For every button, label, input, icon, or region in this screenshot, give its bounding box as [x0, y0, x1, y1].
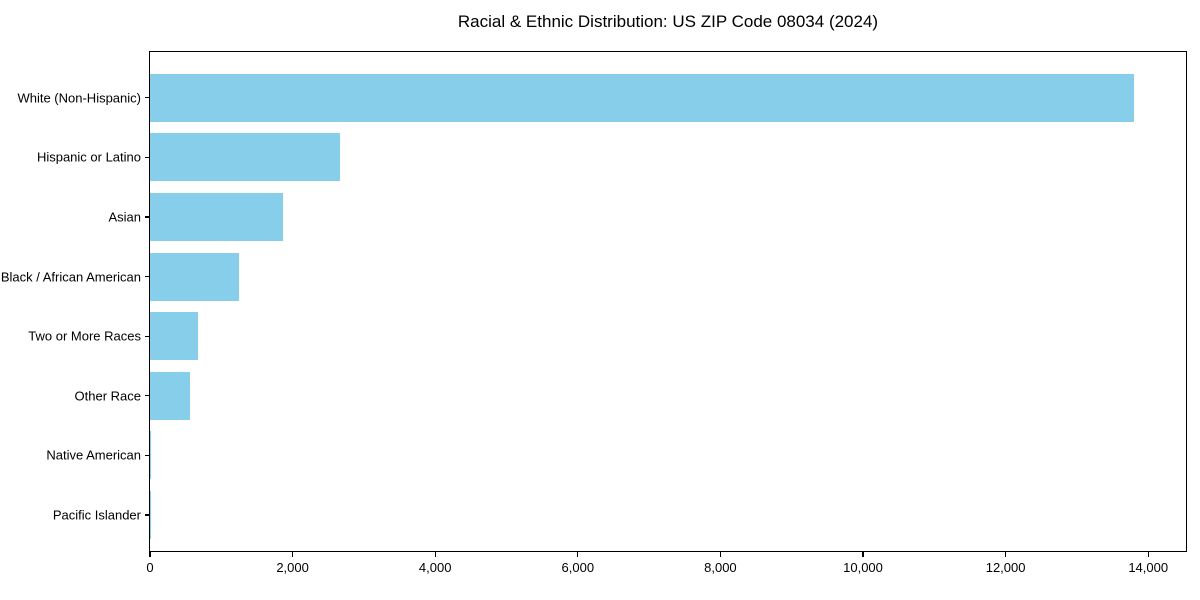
x-tick-mark — [862, 552, 864, 557]
x-tick-label: 12,000 — [985, 560, 1026, 575]
bar-two-or-more-races — [150, 312, 198, 361]
bar-row — [150, 68, 1186, 128]
x-tick-mark — [577, 552, 579, 557]
x-tick-label: 8,000 — [704, 560, 737, 575]
y-tick-label: Two or More Races — [28, 328, 141, 344]
x-tick-mark — [149, 552, 151, 557]
bars-container — [150, 52, 1186, 551]
y-tick-mark — [145, 276, 149, 278]
x-tick-label: 4,000 — [418, 560, 452, 575]
y-tick-label: Other Race — [74, 388, 141, 404]
y-tick-mark — [145, 514, 149, 516]
bar-row — [150, 306, 1186, 366]
x-tick-label: 0 — [146, 560, 154, 575]
x-tick-label: 10,000 — [843, 560, 883, 575]
y-tick-label: Hispanic or Latino — [36, 149, 141, 165]
chart-title: Racial & Ethnic Distribution: US ZIP Cod… — [457, 12, 879, 31]
bar-hispanic-or-latino — [150, 133, 341, 182]
bar-row — [150, 128, 1186, 188]
y-tick-mark — [145, 216, 149, 218]
y-tick-label: Pacific Islander — [52, 507, 141, 523]
x-tick-label: 14,000 — [1128, 560, 1169, 575]
x-tick-label: 6,000 — [561, 560, 595, 575]
x-tick-mark — [434, 552, 436, 557]
x-tick-mark — [292, 552, 294, 557]
bar-native-american — [150, 431, 152, 480]
x-tick-mark — [719, 552, 721, 557]
bar-row — [150, 187, 1186, 247]
bar-row — [150, 485, 1186, 545]
y-tick-label: White (Non-Hispanic) — [17, 90, 141, 106]
y-tick-mark — [145, 335, 149, 337]
bar-black-african-american — [150, 252, 240, 301]
y-tick-mark — [145, 97, 149, 99]
bar-row — [150, 247, 1186, 307]
bar-row — [150, 366, 1186, 426]
bar-white-non-hispanic — [150, 73, 1134, 122]
y-tick-label: Black / African American — [0, 269, 141, 285]
bar-other-race — [150, 371, 190, 420]
bar-asian — [150, 192, 283, 241]
y-tick-mark — [145, 156, 149, 158]
y-tick-mark — [145, 454, 149, 456]
y-tick-label: Native American — [46, 447, 141, 463]
y-tick-label: Asian — [108, 209, 141, 225]
x-tick-mark — [1147, 552, 1149, 557]
x-tick-mark — [1005, 552, 1007, 557]
x-tick-label: 2,000 — [276, 560, 309, 575]
plot-area — [149, 51, 1187, 552]
y-tick-mark — [145, 395, 149, 397]
bar-row — [150, 426, 1186, 486]
